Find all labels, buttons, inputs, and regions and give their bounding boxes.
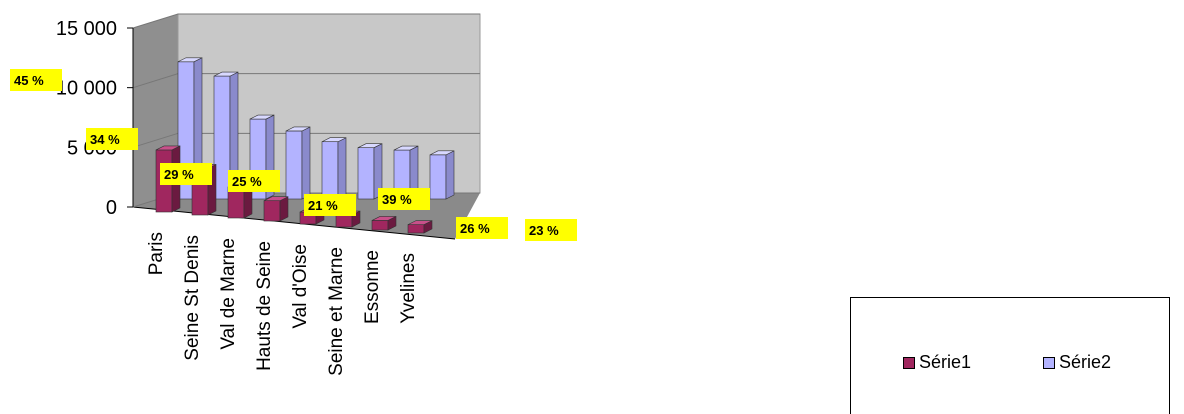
gridline — [132, 13, 480, 29]
data-label-box — [86, 128, 138, 150]
category-label: Essonne — [362, 250, 383, 324]
legend-swatch-serie1 — [903, 356, 915, 369]
bar-serie1 — [407, 224, 425, 234]
data-label-box — [10, 69, 62, 91]
legend-item-serie1: Série1 — [903, 352, 971, 373]
data-label-box — [525, 219, 577, 241]
bar-serie2-top — [249, 114, 275, 120]
bar-serie2-top — [177, 57, 203, 63]
bar-serie2-top — [321, 137, 347, 143]
bar-serie2 — [321, 141, 339, 200]
data-label-box — [456, 217, 508, 239]
category-label: Paris — [146, 232, 167, 275]
bar-serie1 — [263, 200, 281, 222]
bar-serie2-top — [393, 145, 419, 151]
category-label: Val de Marne — [218, 238, 239, 350]
bar-serie1-top — [407, 220, 433, 225]
x-axis-line — [132, 206, 456, 240]
bar-serie2 — [357, 147, 375, 200]
bar-serie1-top — [263, 196, 289, 202]
data-label: 34 % — [90, 132, 120, 147]
legend-item-serie2: Série2 — [1043, 352, 1111, 373]
legend-label-serie2: Série2 — [1059, 352, 1112, 372]
legend-label-serie1: Série1 — [919, 352, 972, 372]
bar-serie1-top — [371, 216, 397, 221]
bar-serie1-top — [155, 145, 181, 151]
data-label: 26 % — [460, 221, 490, 236]
bar-serie2-top — [285, 126, 311, 132]
data-label: 23 % — [529, 223, 559, 238]
bar-serie1 — [371, 220, 389, 231]
data-label-box — [228, 170, 280, 192]
category-label: Seine et Marne — [326, 247, 347, 376]
data-label: 21 % — [308, 198, 338, 213]
data-label-box — [160, 163, 212, 185]
bar-serie2-side — [301, 126, 311, 200]
bar-serie1 — [335, 214, 353, 228]
y-tick-label: 10 000 — [56, 78, 117, 100]
y-tick-label: 0 — [106, 197, 117, 219]
data-label-box — [304, 194, 356, 216]
chart-legend: Série1 Série2 — [850, 297, 1170, 414]
bar-serie2 — [285, 130, 303, 200]
legend-swatch-serie2 — [1043, 356, 1055, 369]
data-label-box — [378, 188, 430, 210]
category-label: Yvelines — [398, 253, 419, 324]
bar-serie2-top — [357, 143, 383, 148]
category-label: Seine St Denis — [182, 235, 203, 361]
bar-serie2 — [429, 154, 447, 200]
bar-serie2 — [213, 75, 231, 200]
bar-serie2-side — [445, 150, 455, 200]
bar-serie2-side — [337, 137, 347, 200]
data-label: 45 % — [14, 73, 44, 88]
bar-serie2-top — [429, 150, 455, 156]
data-label: 25 % — [232, 174, 262, 189]
data-label: 39 % — [382, 192, 412, 207]
y-tick-label: 15 000 — [56, 18, 117, 40]
bar-serie2-top — [213, 71, 239, 77]
data-label: 29 % — [164, 167, 194, 182]
category-label: Val d'Oise — [290, 244, 311, 329]
category-label: Hauts de Seine — [254, 241, 275, 371]
